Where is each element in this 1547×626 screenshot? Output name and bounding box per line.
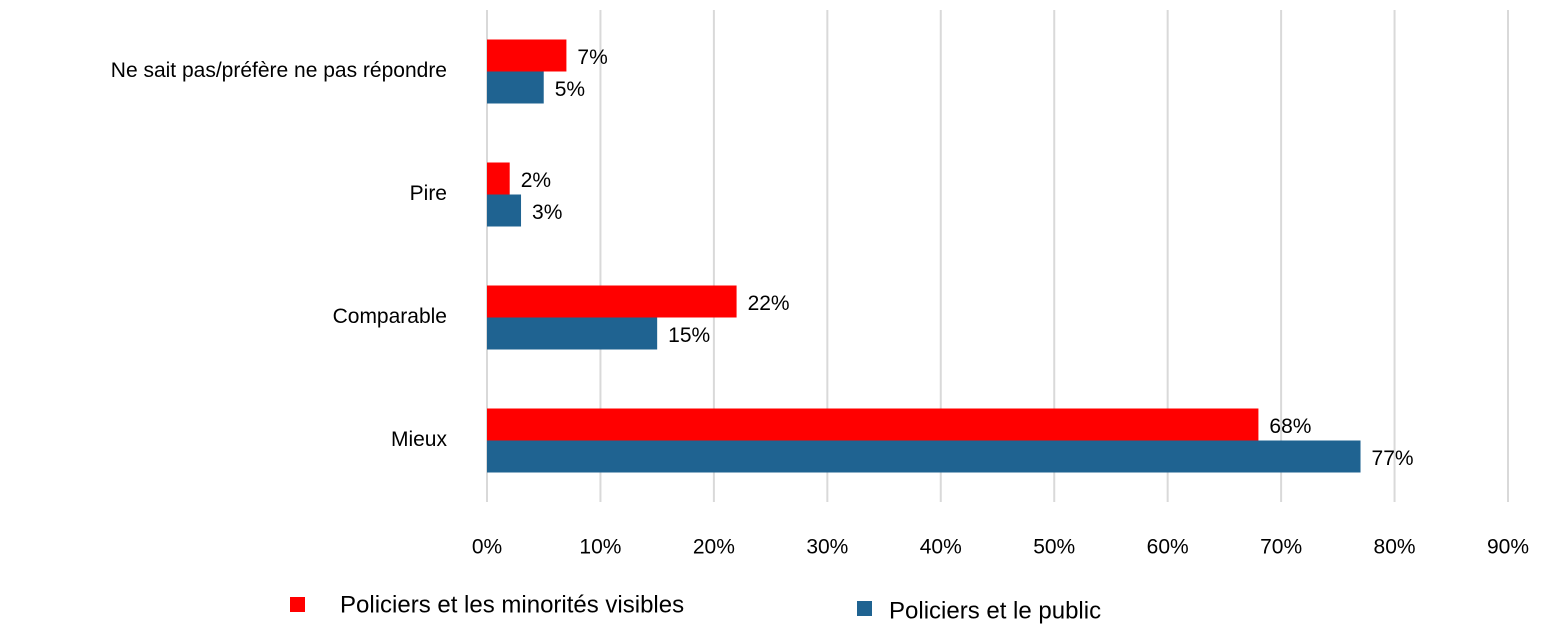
x-tick-label: 40% bbox=[920, 536, 962, 559]
bar bbox=[487, 317, 658, 350]
x-tick-label: 90% bbox=[1487, 536, 1529, 559]
x-tick-label: 60% bbox=[1147, 536, 1189, 559]
value-label: 2% bbox=[521, 169, 551, 192]
bar bbox=[487, 408, 1259, 441]
x-tick-label: 20% bbox=[693, 536, 735, 559]
bar bbox=[487, 162, 510, 195]
x-tick-label: 10% bbox=[579, 536, 621, 559]
value-label: 5% bbox=[555, 78, 585, 101]
bar bbox=[487, 440, 1361, 473]
x-tick-label: 50% bbox=[1033, 536, 1075, 559]
y-tick-label: Mieux bbox=[391, 428, 448, 451]
legend-swatch bbox=[290, 597, 305, 612]
value-label: 15% bbox=[668, 324, 710, 347]
y-tick-label: Pire bbox=[410, 182, 447, 205]
x-tick-label: 30% bbox=[806, 536, 848, 559]
value-label: 68% bbox=[1269, 415, 1311, 438]
bar bbox=[487, 285, 737, 318]
y-tick-label: Ne sait pas/préfère ne pas répondre bbox=[111, 59, 447, 82]
x-tick-label: 80% bbox=[1374, 536, 1416, 559]
x-tick-label: 70% bbox=[1260, 536, 1302, 559]
value-label: 77% bbox=[1372, 447, 1414, 470]
value-label: 3% bbox=[532, 201, 562, 224]
legend-label: Policiers et les minorités visibles bbox=[340, 591, 684, 618]
value-label: 7% bbox=[577, 46, 607, 69]
legend-label: Policiers et le public bbox=[889, 597, 1101, 624]
y-tick-label: Comparable bbox=[333, 305, 447, 328]
bar bbox=[487, 71, 544, 104]
x-tick-label: 0% bbox=[472, 536, 502, 559]
value-label: 22% bbox=[748, 292, 790, 315]
legend-swatch bbox=[857, 601, 872, 616]
bar bbox=[487, 194, 522, 227]
bar bbox=[487, 39, 567, 72]
